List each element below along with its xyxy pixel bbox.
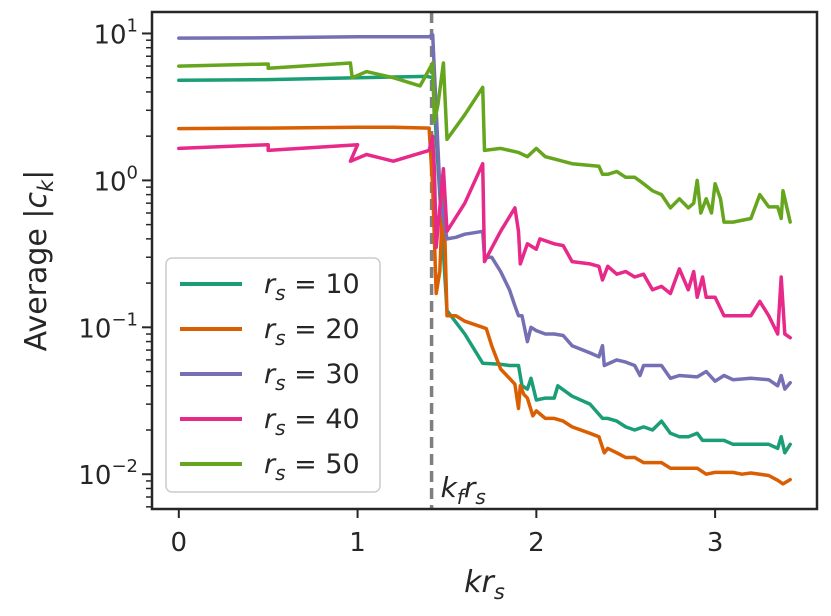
legend-box [165, 257, 381, 493]
legend-label: rs = 30 [264, 359, 360, 395]
series-line-rs50 [177, 61, 792, 224]
x-tick-label: 0 [171, 528, 188, 558]
legend-label: rs = 50 [264, 449, 360, 485]
series-lines [177, 33, 792, 486]
x-tick-label: 2 [528, 528, 545, 558]
y-tick-label: 10−2 [78, 456, 138, 491]
x-tick-label: 1 [349, 528, 366, 558]
legend-label: rs = 20 [264, 314, 360, 350]
y-tick-label: 100 [93, 162, 138, 197]
legend-label: rs = 10 [264, 269, 360, 305]
series-line-rs40 [177, 134, 792, 340]
x-axis-title: krs [464, 565, 505, 604]
y-tick-label: 101 [93, 15, 138, 50]
legend-label: rs = 40 [264, 404, 360, 440]
kf-annotation: kfrs [441, 471, 486, 509]
plot-frame [150, 10, 819, 511]
legend: rs = 10 rs = 20 rs = 30 rs = 40 rs = 50 [165, 257, 381, 493]
y-tick-label: 10−1 [78, 309, 138, 344]
axis-labels: 0 1 2 3 10−2 10−1 100 101 kfrs krs Average |ck| [19, 15, 723, 604]
y-axis-title: Average |ck| [19, 170, 58, 352]
x-tick-label: 3 [707, 528, 724, 558]
